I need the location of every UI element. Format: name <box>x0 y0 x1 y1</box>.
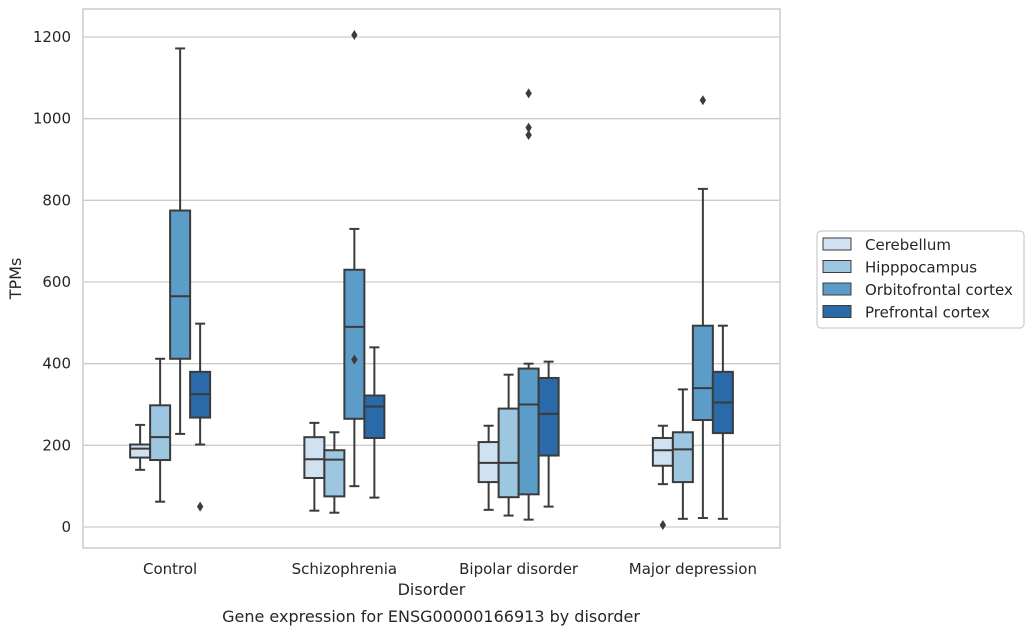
legend-label: Prefrontal cortex <box>865 304 990 322</box>
box-hipppocampus <box>149 357 172 503</box>
legend-swatch <box>822 237 852 251</box>
box-orbitofrontal-cortex <box>517 88 540 521</box>
legend: Cerebellum Hipppocampus Orbitofrontal cort… <box>816 230 1025 329</box>
x-tick-label: Major depression <box>629 560 757 578</box>
y-tick-label: 400 <box>42 355 71 373</box>
box-body <box>671 431 694 484</box>
box-body <box>303 436 326 479</box>
box-body <box>537 376 560 457</box>
box-hipppocampus <box>671 388 694 520</box>
box-prefrontal-cortex <box>189 322 212 512</box>
legend-label: Orbitofrontal cortex <box>865 281 1013 299</box>
y-tick-label: 600 <box>42 273 71 291</box>
x-tick-label: Schizophrenia <box>292 560 397 578</box>
outlier-point <box>699 95 707 106</box>
box-cerebellum <box>651 424 674 530</box>
box-body <box>323 449 346 498</box>
box-prefrontal-cortex <box>537 360 560 508</box>
box-orbitofrontal-cortex <box>343 29 366 488</box>
chart-caption: Gene expression for ENSG00000166913 by d… <box>222 607 640 626</box>
x-axis-label: Disorder <box>398 580 466 599</box>
x-tick-label: Control <box>143 560 197 578</box>
box-body <box>363 394 386 439</box>
y-tick-label: 0 <box>61 518 71 536</box>
box-orbitofrontal-cortex <box>691 95 714 520</box>
y-tick-label: 1200 <box>33 28 71 46</box>
x-tick-label: Bipolar disorder <box>459 560 579 578</box>
box-cerebellum <box>129 423 152 471</box>
box-body <box>651 436 674 467</box>
y-axis-ticks: 0 200 400 600 800 1000 1200 <box>33 28 71 536</box>
legend-swatch <box>822 305 852 318</box>
box-hipppocampus <box>323 431 346 514</box>
outlier-point <box>351 354 358 365</box>
box-body <box>129 443 152 459</box>
box-prefrontal-cortex <box>711 324 734 520</box>
legend-label: Cerebellum <box>865 236 951 254</box>
y-tick-label: 1000 <box>33 110 71 128</box>
legend-swatch <box>822 282 852 296</box>
x-axis-ticks: Control Schizophrenia Bipolar disorder Majo… <box>143 560 757 578</box>
box-body <box>517 367 540 496</box>
outlier-point <box>525 88 532 99</box>
box-body <box>497 407 520 499</box>
outlier-point <box>351 29 358 40</box>
box-orbitofrontal-cortex <box>169 47 192 435</box>
y-tick-label: 200 <box>42 436 71 454</box>
box-body <box>343 268 366 420</box>
y-tick-label: 800 <box>42 191 71 209</box>
boxes-layer <box>129 29 734 530</box>
box-hipppocampus <box>497 373 520 517</box>
box-prefrontal-cortex <box>363 346 386 499</box>
box-body <box>691 324 714 422</box>
box-body <box>149 404 172 462</box>
box-cerebellum <box>477 424 500 511</box>
outlier-point <box>196 501 204 512</box>
box-cerebellum <box>303 421 326 512</box>
box-body <box>169 209 192 360</box>
legend-swatch <box>822 260 852 273</box>
outlier-point <box>525 130 532 140</box>
outlier-point <box>659 519 667 530</box>
plot-frame <box>82 8 781 549</box>
legend-label: Hipppocampus <box>865 259 977 277</box>
legend-frame <box>816 230 1025 329</box>
y-axis-label: TPMs <box>6 258 25 301</box>
outlier-point <box>525 122 532 133</box>
